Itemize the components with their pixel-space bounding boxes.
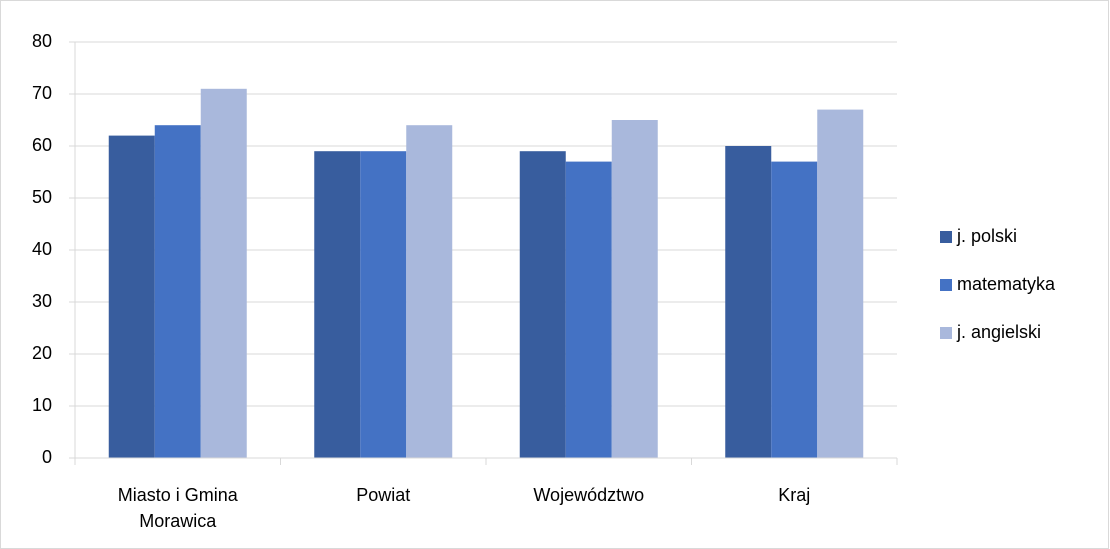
bar <box>108 135 155 458</box>
legend-label: j. polski <box>956 226 1017 246</box>
bar <box>314 151 361 458</box>
legend-swatch <box>940 231 952 243</box>
x-tick-label: Kraj <box>778 485 811 505</box>
bar <box>360 151 407 458</box>
legend-swatch <box>940 327 952 339</box>
x-tick-label: Województwo <box>533 485 645 505</box>
bar <box>519 151 566 458</box>
x-tick-label: Miasto i Gmina Morawica <box>117 485 238 531</box>
bar <box>565 161 612 458</box>
bar <box>154 125 201 458</box>
bar <box>406 125 453 458</box>
legend-label: matematyka <box>957 274 1056 294</box>
y-tick-label: 80 <box>32 31 52 51</box>
y-tick-label: 60 <box>32 135 52 155</box>
y-tick-label: 10 <box>32 395 52 415</box>
y-tick-label: 40 <box>32 239 52 259</box>
y-tick-label: 70 <box>32 83 52 103</box>
bar <box>611 120 658 458</box>
y-tick-label: 50 <box>32 187 52 207</box>
bar <box>725 146 772 458</box>
bar <box>771 161 818 458</box>
x-tick-label: Powiat <box>356 485 411 505</box>
legend-swatch <box>940 279 952 291</box>
bar <box>817 109 864 458</box>
legend-label: j. angielski <box>956 322 1041 342</box>
bar <box>200 88 247 459</box>
y-tick-label: 20 <box>32 343 52 363</box>
y-tick-label: 0 <box>42 447 52 467</box>
y-tick-label: 30 <box>32 291 52 311</box>
